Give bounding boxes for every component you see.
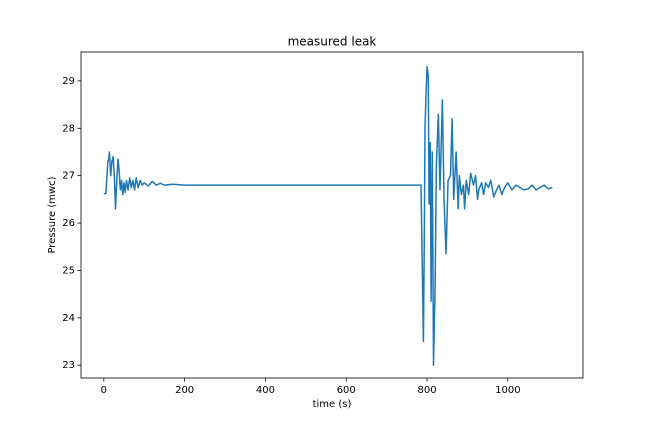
y-tick-label: 29 xyxy=(62,76,75,87)
y-tick-label: 23 xyxy=(62,360,75,371)
y-tick-label: 27 xyxy=(62,171,75,182)
chart-title: measured leak xyxy=(288,35,377,49)
x-tick-label: 0 xyxy=(101,385,107,396)
x-tick-label: 200 xyxy=(175,385,194,396)
plot-frame xyxy=(80,51,584,379)
y-tick-label: 24 xyxy=(62,313,75,324)
data-line xyxy=(103,65,553,366)
x-tick-label: 600 xyxy=(337,385,356,396)
x-tick-label: 400 xyxy=(256,385,275,396)
x-axis-label: time (s) xyxy=(313,399,352,410)
y-tick-label: 26 xyxy=(62,218,75,229)
x-tick-label: 1000 xyxy=(495,385,520,396)
y-tick-label: 28 xyxy=(62,123,75,134)
y-axis-label: Pressure (mwc) xyxy=(47,176,58,253)
x-tick-label: 800 xyxy=(417,385,436,396)
y-tick-label: 25 xyxy=(62,265,75,276)
